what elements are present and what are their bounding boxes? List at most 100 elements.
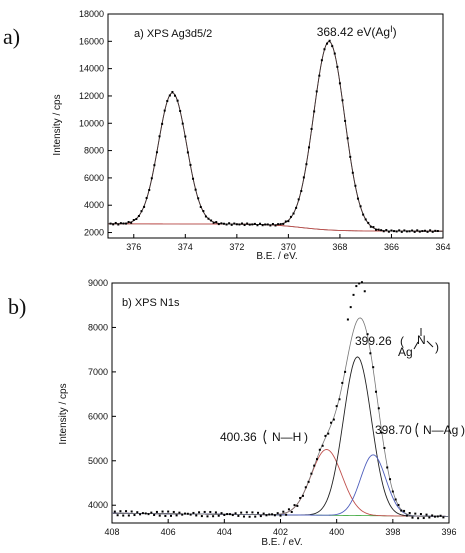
panel-b-point [184, 512, 187, 515]
panel-b-title: b) XPS N1s [122, 297, 180, 309]
panel-a-point [336, 65, 339, 68]
panel-b-point [276, 512, 279, 515]
panel-b-point [290, 510, 293, 513]
panel-a-point [387, 230, 390, 233]
panel-b-point [147, 513, 150, 516]
panel-a-point [395, 230, 398, 233]
panel-a-point [186, 151, 189, 154]
panel-a-ytick-label: 4000 [84, 200, 104, 210]
label-398-70-value: 398.70 [375, 423, 412, 437]
panel-b-point [341, 381, 344, 384]
panel-a-point [253, 222, 256, 225]
panel-a-point [259, 222, 262, 225]
panel-a-ytick-label: 14000 [79, 64, 104, 74]
panel-a-point [117, 223, 120, 226]
panel-b-point [327, 432, 330, 435]
panel-a-ytick-label: 8000 [84, 146, 104, 156]
panel-b-point [332, 418, 335, 421]
panel-b-point [217, 514, 220, 517]
panel-a-x-axis: 376 374 372 370 368 366 364 [126, 234, 451, 252]
panel-b-point [436, 515, 439, 518]
panel-b-point [259, 515, 262, 518]
panel-b-point [155, 510, 158, 513]
panel-a-xtick-label: 376 [126, 242, 141, 252]
panel-a-point [143, 205, 146, 208]
panel-b-point [181, 513, 184, 516]
panel-a-point [436, 230, 439, 233]
panel-a-point [372, 226, 375, 229]
panel-a-point [346, 137, 349, 140]
panel-b-ytick-label: 9000 [88, 278, 108, 288]
panel-a-point [393, 230, 396, 233]
panel-a-ytick-label: 16000 [79, 36, 104, 46]
panel-b-point [405, 514, 408, 517]
panel-b-point [119, 510, 122, 513]
panel-a-point [416, 229, 419, 232]
panel-a-point [400, 230, 403, 233]
panel-a-xtick-label: 374 [178, 242, 193, 252]
panel-a-point [248, 223, 251, 226]
panel-b-component-398-70 [111, 454, 450, 517]
panel-a-point [367, 221, 370, 224]
label-400-36-group: N—H [272, 430, 301, 444]
panel-a-point [305, 163, 308, 166]
panel-a-point [202, 210, 205, 213]
panel-b-point [366, 333, 369, 336]
panel-a-ytick-label: 6000 [84, 173, 104, 183]
panel-a-ytick-label: 12000 [79, 91, 104, 101]
panel-a-point [241, 222, 243, 225]
panel-a-point [161, 122, 164, 125]
panel-b-point [313, 464, 316, 467]
panel-b-point [369, 352, 372, 355]
panel-a-point [364, 218, 367, 221]
panel-a-point [166, 100, 169, 103]
panel-b-point [125, 510, 128, 513]
panel-b-point [316, 458, 319, 461]
panel-a-point [135, 217, 138, 220]
panel-a-point [292, 212, 295, 215]
panel-b-point [153, 514, 156, 517]
panel-b-point [198, 511, 201, 514]
panel-b-point [335, 405, 338, 408]
panel-b-xtick-label: 402 [273, 527, 288, 537]
panel-a-peak-label: 368.42 eV(AgI) [317, 24, 397, 39]
panel-b-point [237, 514, 240, 517]
panel-a-point [377, 228, 380, 231]
panel-a-point [222, 222, 225, 225]
panel-b-point [195, 514, 198, 517]
panel-a-point [297, 198, 300, 201]
label-398-70-bracket [415, 422, 419, 438]
panel-b-point [265, 514, 268, 517]
panel-a-point [137, 214, 140, 217]
panel-a-point [405, 230, 408, 233]
label-398-70-close: ) [461, 423, 465, 437]
label-400-36-bracket [263, 429, 267, 445]
panel-b-point [363, 290, 366, 293]
panel-a-point [256, 224, 259, 227]
panel-b-xlabel: B.E. / eV. [261, 537, 302, 548]
panel-b-point [310, 472, 313, 475]
panel-b-point [389, 478, 392, 481]
panel-a-point [197, 197, 200, 200]
panel-a-point [418, 230, 421, 233]
panel-b-xtick-label: 408 [104, 527, 119, 537]
panel-a-point [308, 146, 310, 149]
panel-b-point [273, 514, 276, 517]
panel-a-point [277, 223, 280, 226]
panel-b-point [116, 514, 119, 517]
label-399-26-value: 399.26 [355, 334, 392, 348]
panel-a-point [282, 222, 285, 225]
panel-b-point [431, 514, 434, 517]
panel-b-point [158, 514, 161, 517]
panel-b-point [397, 503, 400, 506]
panel-a-point [362, 213, 365, 216]
panel-b-point [234, 512, 237, 515]
panel-b-ytick-label: 4000 [88, 500, 108, 510]
panel-a-point [215, 221, 218, 224]
panel-a-ytick-label: 2000 [84, 228, 104, 238]
panel-b-frame [111, 282, 450, 524]
panel-a-point [127, 221, 130, 223]
panel-a-point [243, 224, 246, 227]
panel-a-point [284, 220, 287, 223]
